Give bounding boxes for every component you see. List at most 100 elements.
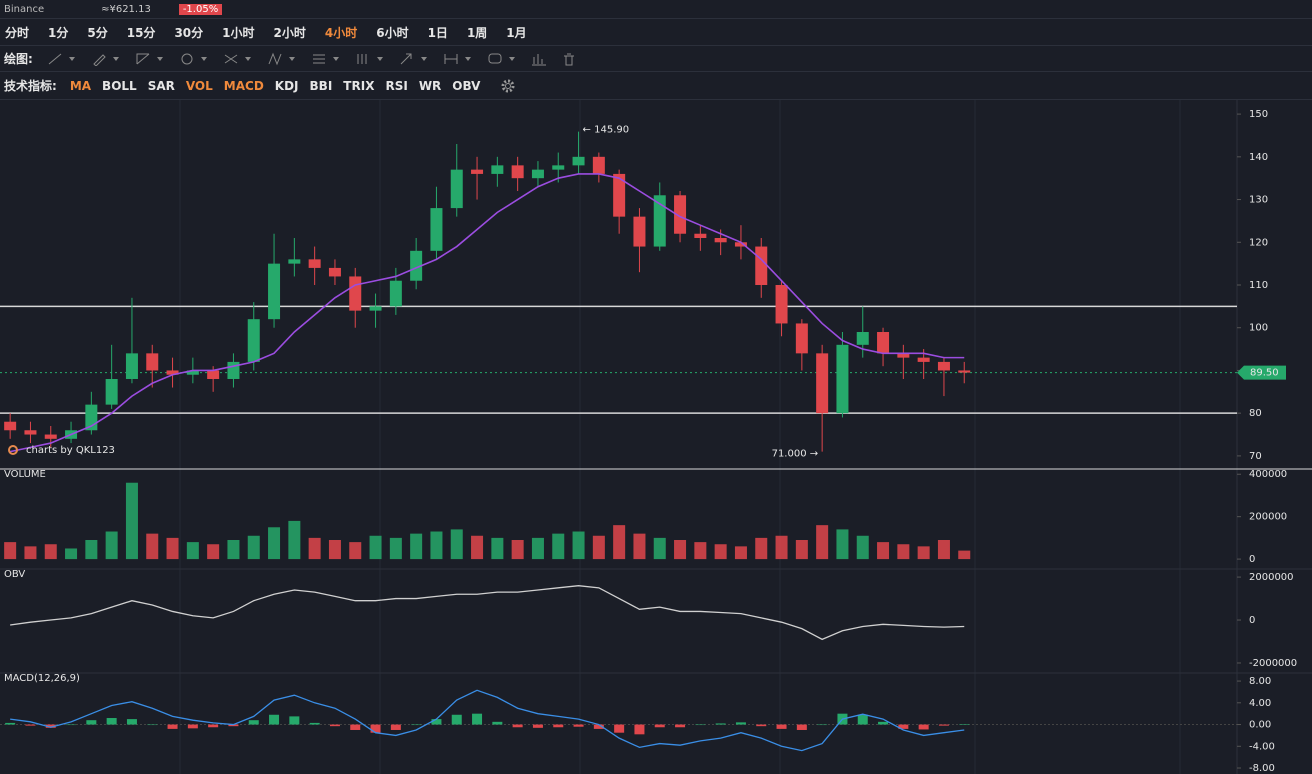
candle-body — [227, 361, 240, 379]
annotation: 71.000 → — [772, 449, 819, 460]
volume-bar — [734, 546, 747, 560]
indicator-tab[interactable]: RSI — [385, 78, 408, 93]
indicator-bar: 技术指标: MA BOLL SAR VOL MACD KDJ BBI TRIX RSI WR OBV — [0, 72, 1312, 100]
tool-arrow[interactable] — [399, 52, 429, 66]
macd-histogram — [695, 724, 706, 726]
macd-histogram — [228, 724, 239, 727]
candle-body — [511, 165, 524, 179]
macd-histogram — [167, 724, 178, 729]
volume-bar — [856, 535, 869, 560]
y-tick-label: -8.00 — [1249, 763, 1275, 774]
candle-body — [186, 370, 199, 375]
indicator-tab[interactable]: SAR — [147, 78, 175, 93]
timeframe-tab[interactable]: 1月 — [506, 25, 527, 40]
candle-body — [775, 285, 788, 324]
candle-body — [450, 169, 463, 209]
tool-range[interactable] — [443, 52, 473, 66]
candle-body — [24, 430, 37, 435]
macd-histogram — [370, 724, 381, 733]
tool-delete[interactable] — [561, 52, 577, 66]
timeframe-tab[interactable]: 2小时 — [273, 25, 306, 40]
y-tick-label: 100 — [1249, 323, 1268, 334]
volume-bar — [410, 533, 423, 560]
y-tick-label: 110 — [1249, 280, 1268, 291]
candle-body — [877, 331, 890, 354]
last-price-badge — [1237, 365, 1286, 380]
panel-title: MACD(12,26,9) — [4, 673, 80, 684]
volume-bar — [247, 535, 260, 560]
candle-body — [328, 267, 341, 277]
tool-pen[interactable] — [91, 52, 121, 66]
timeframe-tab[interactable]: 1分 — [48, 25, 69, 40]
tool-bars[interactable] — [531, 52, 547, 66]
tool-fib[interactable] — [135, 52, 165, 66]
volume-bar — [186, 542, 199, 560]
candle-body — [430, 208, 443, 251]
tool-text[interactable] — [311, 52, 341, 66]
watermark: charts by QKL123 — [26, 445, 115, 456]
candle-body — [369, 306, 382, 311]
indicator-tab[interactable]: TRIX — [343, 78, 375, 93]
volume-bar — [592, 535, 605, 560]
volume-bar — [714, 544, 727, 560]
y-tick-label: 80 — [1249, 408, 1262, 419]
timeframe-tab[interactable]: 分时 — [5, 25, 30, 40]
timeframe-tab[interactable]: 1小时 — [222, 25, 255, 40]
candle-body — [958, 370, 971, 373]
timeframe-tab[interactable]: 6小时 — [376, 25, 409, 40]
candle-body — [349, 276, 362, 311]
tool-pattern[interactable] — [267, 52, 297, 66]
volume-bar — [674, 540, 687, 560]
volume-bar — [633, 533, 646, 560]
y-tick-label: 120 — [1249, 237, 1268, 248]
candle-body — [674, 195, 687, 234]
indicator-tab[interactable]: MA — [69, 78, 92, 93]
timeframe-tab[interactable]: 1日 — [427, 25, 448, 40]
macd-histogram — [675, 724, 686, 728]
settings-icon[interactable] — [500, 78, 516, 94]
volume-bar — [24, 546, 37, 560]
volume-bar — [288, 520, 301, 560]
volume-bar — [511, 540, 524, 560]
volume-bar — [44, 544, 57, 560]
tool-cross[interactable] — [223, 52, 253, 66]
macd-histogram — [573, 724, 584, 727]
tool-line[interactable] — [47, 52, 77, 66]
volume-bar — [816, 525, 829, 560]
macd-histogram — [959, 724, 970, 725]
y-tick-label: 8.00 — [1249, 676, 1271, 687]
volume-bar — [65, 548, 78, 560]
timeframe-tab[interactable]: 30分 — [174, 25, 204, 40]
tool-channel[interactable] — [355, 52, 385, 66]
candle-body — [471, 169, 484, 174]
volume-bar — [694, 542, 707, 560]
indicator-tab[interactable]: VOL — [185, 78, 213, 93]
macd-histogram — [248, 720, 259, 725]
candle-body — [247, 319, 260, 362]
volume-bar — [552, 533, 565, 560]
tool-note[interactable] — [487, 52, 517, 66]
macd-histogram — [532, 724, 543, 728]
macd-histogram — [451, 714, 462, 725]
indicator-tab[interactable]: BOLL — [102, 78, 137, 93]
indicator-tab[interactable]: KDJ — [274, 78, 299, 93]
timeframe-tab[interactable]: 5分 — [87, 25, 108, 40]
timeframe-tab[interactable]: 1周 — [466, 25, 488, 40]
candle-body — [694, 233, 707, 239]
indicator-tab[interactable]: MACD — [223, 78, 264, 93]
indicator-tab[interactable]: OBV — [452, 78, 481, 93]
macd-histogram — [66, 724, 77, 726]
macd-histogram — [431, 719, 442, 725]
candle-body — [4, 421, 17, 431]
indicator-tab[interactable]: BBI — [309, 78, 333, 93]
annotation: ← 145.90 — [583, 125, 630, 136]
volume-bar — [125, 482, 138, 560]
indicator-tab[interactable]: WR — [418, 78, 442, 93]
tool-circle[interactable] — [179, 52, 209, 66]
price: ≈¥621.13 — [101, 3, 151, 15]
candle-body — [268, 263, 281, 320]
timeframe-tab[interactable]: 15分 — [126, 25, 156, 40]
macd-histogram — [5, 722, 16, 725]
timeframe-tab[interactable]: 4小时 — [324, 25, 358, 40]
y-tick-label: 0 — [1249, 615, 1255, 626]
